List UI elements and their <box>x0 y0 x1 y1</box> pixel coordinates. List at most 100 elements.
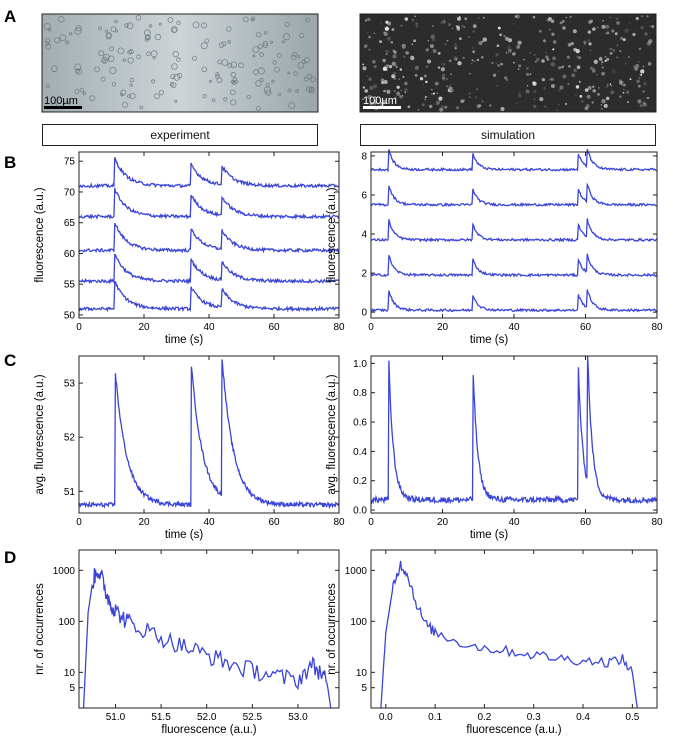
y-tick-label: 50 <box>64 310 76 321</box>
chart-b-experiment: 0 20 40 60 80 50 55 60 65 70 75 time (s) fluorescenc… <box>34 151 345 346</box>
x-axis-label: time (s) <box>470 529 509 541</box>
x-axis-label: time (s) <box>165 334 204 346</box>
series-line-0 <box>78 281 340 313</box>
x-tick-label: 0.3 <box>527 712 541 723</box>
series-line-1 <box>78 253 340 285</box>
plot-frame <box>78 151 340 319</box>
y-tick-label: 0.4 <box>353 447 367 458</box>
series-line-4 <box>370 148 658 173</box>
x-axis-label: time (s) <box>165 529 204 541</box>
x-tick-label: 0 <box>76 322 82 333</box>
series-line-3 <box>370 182 658 208</box>
y-axis-label: avg. fluorescence (a.u.) <box>34 374 46 494</box>
series-line-2 <box>370 218 658 243</box>
x-tick-label: 20 <box>138 322 150 333</box>
plot-frame <box>78 549 340 709</box>
x-tick-label: 60 <box>268 322 280 333</box>
chart-d-experiment: 51.0 51.5 52.0 52.5 53.0 5 10 100 1000 fluorescen… <box>34 549 340 736</box>
x-tick-label: 52.0 <box>197 712 217 723</box>
x-tick-label: 40 <box>203 322 215 333</box>
y-tick-label: 0.8 <box>353 388 367 399</box>
x-axis-label: fluorescence (a.u.) <box>466 724 561 736</box>
x-axis-label: time (s) <box>470 334 509 346</box>
y-tick-label: 51 <box>64 487 76 498</box>
y-tick-label: 52 <box>64 433 76 444</box>
x-tick-label: 20 <box>138 517 150 528</box>
x-tick-label: 0 <box>368 517 374 528</box>
x-tick-label: 51.5 <box>151 712 171 723</box>
y-tick-label: 100 <box>350 617 367 628</box>
x-tick-label: 60 <box>268 517 280 528</box>
y-tick-label: 6 <box>361 190 367 201</box>
y-tick-label: 2 <box>361 269 367 280</box>
y-tick-label: 60 <box>64 249 76 260</box>
panel-label-d: D <box>4 548 16 567</box>
experiment-header: experiment <box>42 124 318 146</box>
chart-c-simulation: 0 20 40 60 80 0.0 0.2 0.4 0.6 0.8 1.0 time (s) avg. … <box>326 355 663 541</box>
y-tick-label: 8 <box>361 151 367 162</box>
x-tick-label: 60 <box>580 322 592 333</box>
x-tick-label: 53.0 <box>288 712 308 723</box>
x-tick-label: 40 <box>508 517 520 528</box>
y-axis-label: avg. fluorescence (a.u.) <box>326 374 338 494</box>
x-tick-label: 40 <box>203 517 215 528</box>
y-tick-label: 65 <box>64 218 76 229</box>
plot-frame <box>370 549 658 709</box>
chart-d-simulation: 0.0 0.1 0.2 0.3 0.4 0.5 5 10 100 1000 fluorescence… <box>326 549 658 736</box>
y-tick-label: 70 <box>64 187 76 198</box>
y-tick-label: 4 <box>361 230 367 241</box>
y-tick-label: 0.0 <box>353 506 367 517</box>
scale-bar <box>44 106 82 109</box>
y-tick-label: 10 <box>356 668 368 679</box>
x-tick-label: 0.1 <box>428 712 442 723</box>
x-tick-label: 51.0 <box>106 712 126 723</box>
y-tick-label: 10 <box>64 668 76 679</box>
series-line-3 <box>78 187 340 220</box>
panel-label-b: B <box>4 153 16 172</box>
series-line-0 <box>78 359 340 510</box>
y-tick-label: 1000 <box>345 566 368 577</box>
x-tick-label: 60 <box>580 517 592 528</box>
x-tick-label: 80 <box>333 322 345 333</box>
y-axis-label: fluorescence (a.u.) <box>34 187 46 282</box>
y-tick-label: 55 <box>64 280 76 291</box>
x-tick-label: 20 <box>437 322 449 333</box>
chart-c-experiment: 0 20 40 60 80 51 52 53 time (s) avg. fluorescence… <box>34 355 345 541</box>
x-tick-label: 80 <box>651 322 663 333</box>
x-tick-label: 80 <box>333 517 345 528</box>
x-axis-label: fluorescence (a.u.) <box>161 724 256 736</box>
y-tick-label: 75 <box>64 157 76 168</box>
scale-bar-label: 100µm <box>44 95 78 107</box>
x-tick-label: 40 <box>508 322 520 333</box>
x-tick-label: 20 <box>437 517 449 528</box>
simulation-micrograph: 100µm <box>359 13 657 113</box>
x-tick-label: 80 <box>651 517 663 528</box>
x-tick-label: 0.5 <box>625 712 639 723</box>
x-tick-label: 0 <box>368 322 374 333</box>
series-line-0 <box>82 567 332 709</box>
y-axis-label: nr. of occurrences <box>34 583 46 675</box>
x-tick-label: 0.4 <box>576 712 590 723</box>
y-tick-label: 100 <box>58 617 75 628</box>
series-line-0 <box>370 355 657 505</box>
y-axis-label: nr. of occurrences <box>326 583 338 675</box>
plot-frame <box>370 355 658 514</box>
plot-frame <box>370 151 658 319</box>
scale-bar-label: 100µm <box>363 95 397 107</box>
y-tick-label: 5 <box>69 683 75 694</box>
panel-label-a: A <box>4 7 16 26</box>
y-tick-label: 0.2 <box>353 476 367 487</box>
x-tick-label: 0.0 <box>379 712 393 723</box>
series-line-4 <box>78 157 340 189</box>
y-axis-label: fluorescence (a.u.) <box>326 187 338 282</box>
series-line-1 <box>370 253 658 278</box>
y-tick-label: 1.0 <box>353 359 367 370</box>
y-tick-label: 1000 <box>53 566 76 577</box>
series-line-2 <box>78 222 340 254</box>
plot-frame <box>78 355 340 514</box>
x-tick-label: 52.5 <box>243 712 263 723</box>
y-tick-label: 0 <box>361 308 367 319</box>
x-tick-label: 0 <box>76 517 82 528</box>
simulation-header: simulation <box>360 124 656 146</box>
